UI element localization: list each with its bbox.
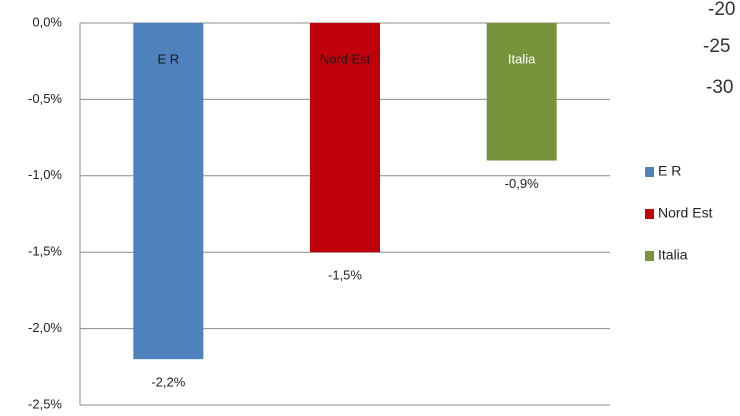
y-tick-label: -1,0%: [28, 167, 62, 182]
bar: [486, 23, 557, 161]
value-label: -2,2%: [151, 375, 185, 390]
category-label: Nord Est: [320, 51, 371, 66]
category-label: E R: [157, 51, 179, 66]
legend-label: Italia: [658, 247, 688, 263]
legend-swatch: [645, 167, 654, 177]
y-tick-label: 0,0%: [32, 14, 62, 29]
bar: [133, 23, 204, 360]
value-label: -0,9%: [505, 176, 539, 191]
legend-swatch: [645, 251, 654, 261]
y-tick-label: -1,5%: [28, 244, 62, 259]
cropped-text: -30: [706, 77, 733, 98]
cropped-text: -25: [703, 36, 730, 57]
category-label: Italia: [508, 51, 536, 66]
cropped-text: -20: [708, 0, 735, 20]
legend-label: Nord Est: [658, 205, 713, 221]
legend-swatch: [645, 209, 654, 219]
legend-label: E R: [658, 163, 681, 179]
y-tick-label: -2,0%: [28, 320, 62, 335]
y-tick-label: -0,5%: [28, 91, 62, 106]
value-label: -1,5%: [328, 268, 362, 283]
y-tick-label: -2,5%: [28, 396, 62, 411]
bar: [310, 23, 380, 253]
